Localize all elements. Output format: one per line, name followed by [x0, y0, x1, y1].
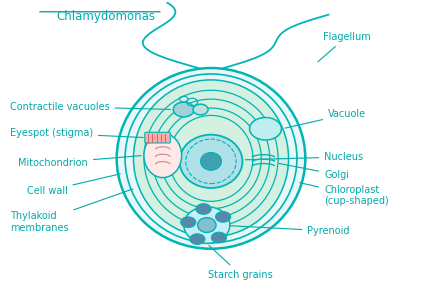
Ellipse shape	[179, 135, 243, 188]
Ellipse shape	[197, 218, 216, 232]
Ellipse shape	[173, 102, 194, 117]
Text: Nucleus: Nucleus	[245, 152, 363, 162]
Ellipse shape	[190, 234, 205, 245]
Text: Eyespot (stigma): Eyespot (stigma)	[10, 128, 143, 138]
Text: Thylakoid
membranes: Thylakoid membranes	[10, 189, 133, 233]
Text: Cell wall: Cell wall	[27, 174, 120, 196]
Text: Chlamydomonas: Chlamydomonas	[56, 10, 155, 23]
Ellipse shape	[133, 80, 289, 237]
Text: Mitochondrion: Mitochondrion	[18, 156, 141, 168]
FancyBboxPatch shape	[145, 132, 170, 143]
Ellipse shape	[200, 152, 222, 170]
Ellipse shape	[181, 217, 196, 228]
Text: Flagellum: Flagellum	[318, 32, 370, 62]
Text: Contractile vacuoles: Contractile vacuoles	[10, 102, 170, 112]
Ellipse shape	[193, 104, 208, 115]
Text: Pyrenoid: Pyrenoid	[220, 225, 350, 236]
Text: Vacuole: Vacuole	[285, 109, 366, 128]
Ellipse shape	[116, 68, 306, 249]
Ellipse shape	[144, 133, 181, 178]
Ellipse shape	[216, 212, 231, 222]
Text: Starch grains: Starch grains	[208, 245, 273, 280]
Ellipse shape	[196, 204, 211, 214]
Text: Chloroplast
(cup-shaped): Chloroplast (cup-shaped)	[300, 183, 389, 206]
Ellipse shape	[211, 232, 227, 243]
Ellipse shape	[184, 207, 230, 243]
Ellipse shape	[249, 118, 281, 140]
Text: Golgi: Golgi	[279, 163, 349, 180]
